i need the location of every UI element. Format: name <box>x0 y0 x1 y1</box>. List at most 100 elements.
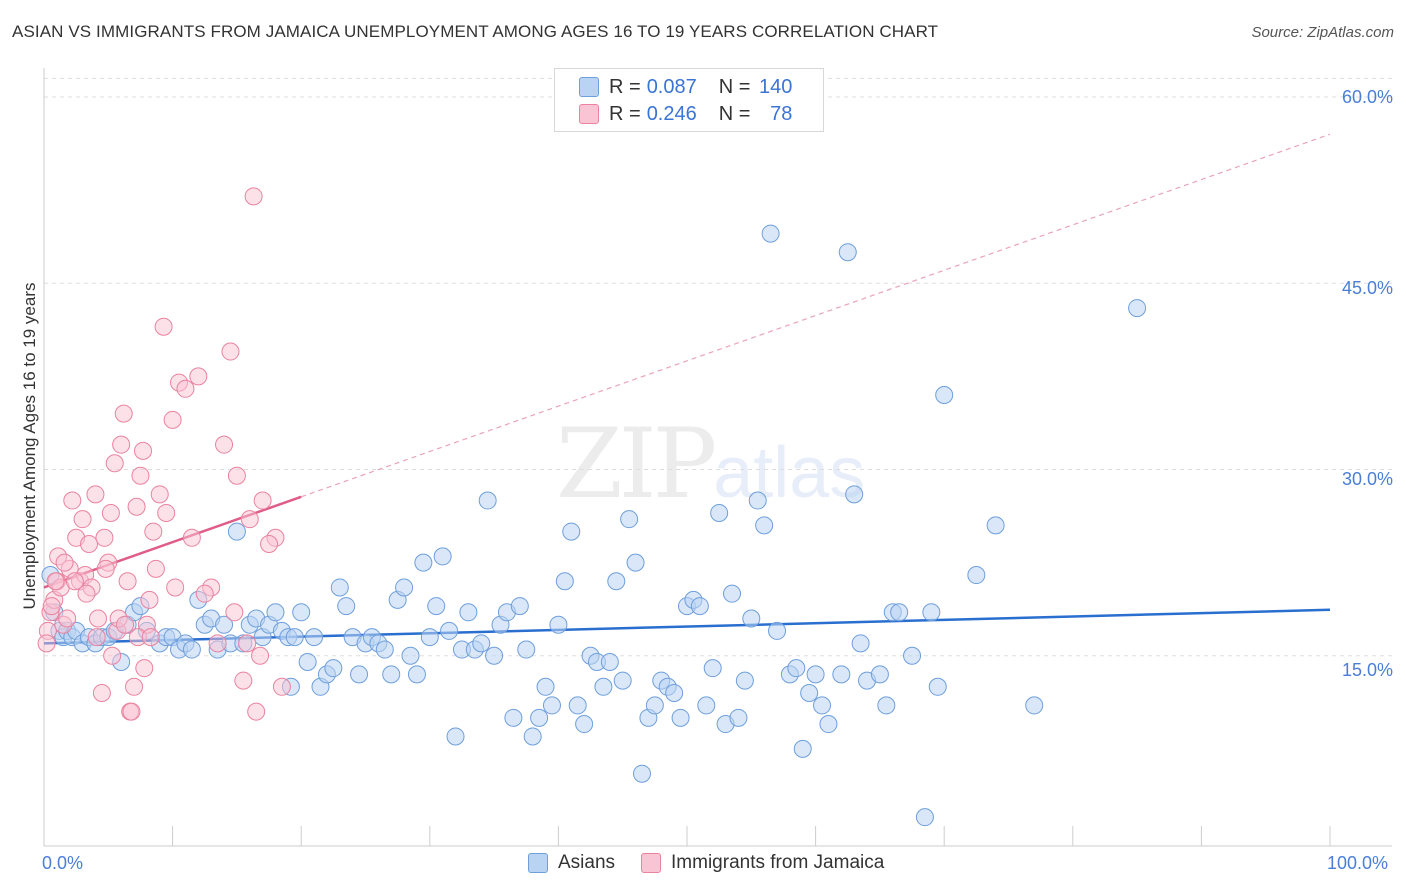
asian-point <box>703 659 722 678</box>
jamaica-point <box>86 485 105 504</box>
asian-point <box>266 603 285 622</box>
asian-point <box>440 621 459 640</box>
x-tick-label: 100.0% <box>1327 853 1389 873</box>
jamaica-point <box>87 628 106 647</box>
jamaica-trend-extension <box>301 133 1331 498</box>
asian-point <box>800 684 819 702</box>
jamaica-point <box>63 491 82 510</box>
asian-point <box>472 634 491 653</box>
asian-point <box>768 621 787 640</box>
jamaica-point <box>112 435 131 454</box>
asian-point <box>182 640 201 659</box>
asian-point <box>935 386 954 404</box>
asian-point <box>735 671 754 690</box>
jamaica-point <box>95 528 114 547</box>
asian-point <box>324 659 343 678</box>
r-label: R = <box>609 75 641 98</box>
asian-point <box>613 671 632 690</box>
jamaica-point <box>247 702 266 721</box>
asian-point <box>510 597 529 616</box>
asian-point <box>215 615 234 634</box>
asian-point <box>645 696 664 715</box>
asian-point <box>697 696 716 715</box>
asian-point <box>420 628 439 647</box>
jamaica-point <box>240 510 259 529</box>
asian-point <box>832 665 851 684</box>
y-tick-label: 15.0% <box>1341 660 1393 680</box>
jamaica-point <box>55 553 74 572</box>
legend-row-asians: R = 0.087 N = 140 <box>579 75 792 99</box>
asian-point <box>305 628 324 647</box>
jamaica-point <box>154 317 173 336</box>
asian-point <box>562 522 581 541</box>
jamaica-point <box>101 503 120 522</box>
asian-point <box>407 665 426 684</box>
series-legend: Asians Immigrants from Jamaica <box>528 852 910 874</box>
asian-point <box>729 708 748 727</box>
asian-point <box>427 597 446 616</box>
jamaica-point <box>127 497 146 516</box>
asian-point <box>632 764 651 783</box>
jamaica-point <box>150 485 169 504</box>
y-tick-label: 45.0% <box>1341 278 1393 298</box>
asian-point <box>594 677 613 696</box>
legend-row-jamaica: R = 0.246 N = 78 <box>579 102 792 126</box>
jamaica-point <box>105 454 124 473</box>
watermark-zip: ZIP <box>556 408 717 520</box>
jamaica-point <box>89 609 108 628</box>
n-value-asians: 140 <box>759 75 793 98</box>
legend-label-jamaica: Immigrants from Jamaica <box>671 852 885 873</box>
asian-point <box>542 696 561 715</box>
watermark: ZIPatlas <box>556 408 865 520</box>
asian-point <box>600 652 619 671</box>
jamaica-point <box>163 410 182 429</box>
asian-point <box>748 491 767 510</box>
asian-point <box>710 503 729 522</box>
asian-point <box>787 659 806 678</box>
jamaica-point <box>244 187 263 206</box>
asian-point <box>478 491 497 510</box>
jamaica-point <box>182 528 201 547</box>
asian-point <box>446 727 465 746</box>
jamaica-point <box>96 559 115 578</box>
asian-point <box>742 609 761 628</box>
chart-title: ASIAN VS IMMIGRANTS FROM JAMAICA UNEMPLO… <box>12 22 939 41</box>
legend-label-asians: Asians <box>558 852 616 873</box>
asian-point <box>755 516 774 535</box>
legend-item-asians[interactable]: Asians <box>528 852 615 874</box>
n-value-jamaica: 78 <box>770 102 793 125</box>
asian-point <box>350 665 369 684</box>
legend-item-jamaica[interactable]: Immigrants from Jamaica <box>641 852 884 874</box>
jamaica-point <box>73 510 92 529</box>
watermark-atlas: atlas <box>713 433 866 513</box>
jamaica-point <box>65 572 84 591</box>
correlation-legend: R = 0.087 N = 140 R = 0.246 N = 78 <box>554 68 824 132</box>
asian-point <box>793 739 812 758</box>
jamaica-point <box>260 535 279 553</box>
asian-point <box>568 696 587 715</box>
asian-point <box>517 640 536 659</box>
asian-point <box>285 628 304 647</box>
asian-point <box>819 715 838 734</box>
jamaica-point <box>103 646 122 665</box>
jamaica-point <box>125 677 144 696</box>
jamaica-point <box>58 609 77 628</box>
jamaica-point <box>135 659 154 678</box>
jamaica-point <box>253 491 272 510</box>
asian-point <box>401 646 420 665</box>
asian-point <box>690 597 709 616</box>
source-label: Source: ZipAtlas.com <box>1251 24 1394 41</box>
jamaica-point <box>46 572 65 591</box>
n-label: N = <box>718 102 751 125</box>
asian-point <box>870 665 889 684</box>
asian-point <box>1025 696 1044 715</box>
asian-point <box>530 708 549 727</box>
asian-point <box>504 708 523 727</box>
asians-swatch <box>528 853 548 873</box>
asian-point <box>806 665 825 684</box>
asian-point <box>890 603 909 622</box>
asian-point <box>292 603 311 622</box>
y-tick-label: 30.0% <box>1341 469 1393 489</box>
asian-point <box>922 603 941 622</box>
